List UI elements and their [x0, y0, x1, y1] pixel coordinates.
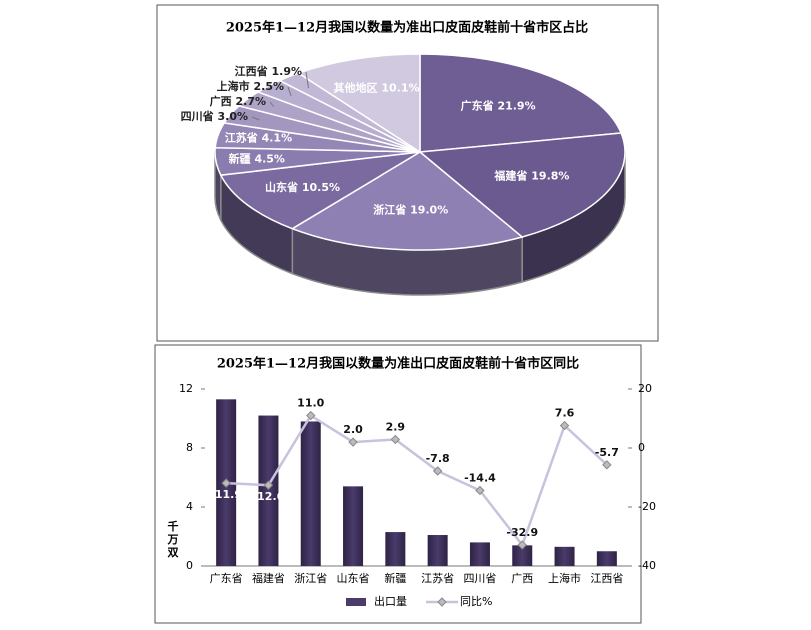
data-label: -12.6 [253, 490, 285, 503]
combo-title: 2025年1—12月我国以数量为准出口皮面皮鞋前十省市区同比 [217, 356, 579, 372]
line-series [226, 413, 608, 548]
category-label: 江苏省 [225, 131, 258, 145]
data-label: -32.9 [506, 526, 538, 539]
line-marker [517, 540, 527, 550]
data-label: 浙江省 19.0% [373, 203, 448, 217]
data-label: 四川省 3.0% [181, 109, 248, 123]
data-label: -7.8 [426, 452, 450, 465]
data-label: 11.0 [297, 397, 324, 410]
pie-title: 2025年1—12月我国以数量为准出口皮面皮鞋前十省市区占比 [226, 20, 588, 36]
line-marker [432, 466, 443, 476]
line-marker [306, 410, 316, 421]
x-tick-label: 浙江省 [294, 572, 327, 585]
bar [427, 535, 448, 566]
value-label: 10.1% [381, 82, 419, 95]
data-label: 新疆 4.5% [229, 152, 285, 166]
line-marker [221, 478, 231, 488]
category-label: 其他地区 [333, 81, 377, 95]
bar [343, 486, 364, 566]
category-label: 山东省 [265, 180, 298, 194]
value-label: 4.5% [254, 153, 285, 166]
pie-slice [419, 53, 623, 153]
leader-line [269, 101, 275, 108]
pie-slice [296, 53, 421, 154]
pie-slice [219, 151, 421, 230]
x-tick-label: 山东省 [337, 572, 370, 585]
x-tick-label: 江苏省 [421, 572, 454, 585]
value-label: 3.0% [217, 110, 248, 123]
value-label: 2.7% [235, 95, 266, 108]
data-label: 7.6 [555, 407, 575, 420]
data-label: 山东省 10.5% [265, 180, 340, 194]
legend-label: 同比% [460, 595, 492, 608]
x-tick-label: 新疆 [384, 571, 406, 585]
data-label: -14.4 [464, 471, 496, 484]
value-label: 21.9% [497, 100, 535, 113]
category-label: 浙江省 [373, 203, 406, 217]
value-label: 10.5% [302, 181, 340, 194]
bar [469, 542, 490, 566]
legend-marker [437, 597, 447, 607]
data-label: 2.0 [343, 423, 363, 436]
y-tick-label: 12 [179, 382, 193, 395]
category-label: 江西省 [235, 64, 268, 78]
value-label: 2.5% [253, 80, 284, 93]
value-label: 19.8% [531, 169, 569, 182]
data-label: -5.7 [595, 446, 619, 459]
value-label: 19.0% [410, 204, 448, 217]
bar [512, 545, 533, 566]
x-tick-label: 江西省 [590, 572, 623, 585]
data-label: 江苏省 4.1% [225, 131, 292, 145]
y2-tick-label: -20 [638, 500, 656, 513]
category-label: 福建省 [493, 168, 527, 182]
y2-tick-label: 20 [638, 382, 652, 395]
data-label: -11.9 [210, 488, 242, 501]
leader-line [251, 116, 260, 121]
bar [258, 415, 279, 566]
bar [300, 421, 321, 566]
data-label: 江西省 1.9% [235, 64, 302, 78]
value-label: 4.1% [262, 132, 293, 145]
x-tick-label: 上海市 [548, 571, 581, 585]
data-label: 其他地区 10.1% [333, 81, 419, 95]
bar [596, 551, 617, 566]
x-tick-label: 广西 [511, 572, 533, 585]
category-label: 广东省 [461, 99, 494, 113]
y-tick-label: 8 [186, 441, 193, 454]
line-marker [263, 480, 274, 490]
y2-tick-label: 0 [638, 441, 645, 454]
x-tick-label: 四川省 [463, 572, 496, 585]
bar [385, 532, 406, 566]
data-label: 广东省 21.9% [461, 99, 536, 113]
y2-tick-label: -40 [638, 559, 656, 572]
legend-label: 出口量 [374, 594, 407, 608]
x-tick-label: 广东省 [210, 572, 243, 585]
leader-line [287, 86, 292, 97]
data-label: 广西 2.7% [210, 94, 266, 108]
data-label: 2.9 [386, 420, 406, 433]
line-marker [602, 460, 612, 470]
category-label: 四川省 [181, 109, 214, 123]
pie-slice [290, 151, 524, 251]
data-label: 上海市 2.5% [217, 79, 284, 93]
category-label: 新疆 [229, 152, 251, 166]
pie-slice [418, 132, 626, 238]
y-axis-label: 千万双 [166, 519, 180, 559]
category-label: 上海市 [217, 79, 250, 93]
y-tick-label: 0 [186, 559, 193, 572]
legend-swatch [346, 598, 366, 606]
line-marker [559, 420, 570, 431]
leader-line [305, 71, 310, 89]
line-marker [475, 485, 485, 496]
line-marker [348, 437, 358, 447]
line-marker [390, 434, 401, 445]
y-tick-label: 4 [186, 500, 193, 513]
value-label: 1.9% [271, 65, 302, 78]
data-label: 福建省 19.8% [493, 168, 569, 182]
bar [554, 546, 575, 566]
category-label: 广西 [210, 94, 232, 108]
x-tick-label: 福建省 [252, 571, 285, 585]
